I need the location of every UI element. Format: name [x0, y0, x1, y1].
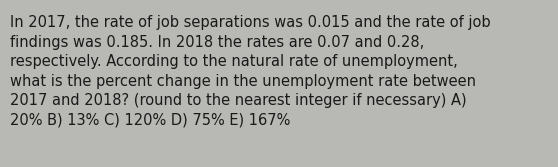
Text: In 2017, the rate of job separations was 0.015 and the rate of job
findings was : In 2017, the rate of job separations was…: [10, 15, 490, 128]
